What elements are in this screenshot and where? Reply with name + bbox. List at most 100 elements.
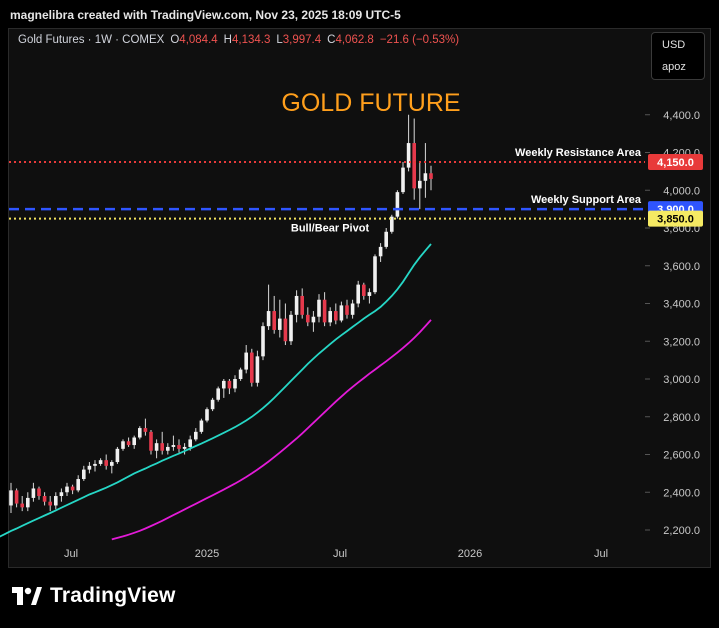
- candle-body: [429, 173, 433, 179]
- candle-body: [171, 445, 176, 447]
- x-tick-label: 2025: [195, 548, 219, 560]
- candle-body: [115, 448, 120, 463]
- y-tick-label: 2,600.0: [663, 450, 700, 462]
- candle-body: [362, 284, 366, 296]
- candle-body: [188, 439, 192, 447]
- candle-body: [143, 428, 148, 432]
- candle-body: [345, 305, 349, 315]
- x-tick-label: Jul: [594, 548, 608, 560]
- candle-body: [26, 497, 30, 508]
- candles-group: [9, 114, 433, 514]
- candle-body: [216, 388, 220, 400]
- candle-body: [76, 479, 80, 491]
- symbol-legend[interactable]: Gold Futures · 1W · COMEX O4,084.4 H4,134.…: [18, 34, 459, 46]
- candle-body: [222, 380, 226, 389]
- symbol-label: Gold Futures · 1W · COMEX: [18, 34, 165, 46]
- level-price-label: 3,850.0: [657, 214, 694, 226]
- close-label: C: [327, 34, 336, 46]
- candle-body: [65, 486, 69, 493]
- candle-body: [367, 292, 372, 296]
- level-price-tag: [648, 210, 703, 227]
- candle-body: [37, 488, 41, 497]
- y-tick-label: 4,000.0: [663, 185, 700, 197]
- candle-body: [306, 314, 310, 323]
- candle-body: [182, 446, 187, 449]
- candle-body: [238, 369, 243, 379]
- candle-body: [149, 431, 153, 451]
- candle-body: [138, 428, 142, 438]
- candle-body: [317, 299, 321, 317]
- low-label: L: [276, 34, 283, 46]
- candle-body: [322, 299, 327, 323]
- candle-body: [401, 167, 405, 193]
- candle-body: [233, 379, 237, 389]
- candle-body: [42, 496, 47, 502]
- y-tick-label: 3,600.0: [663, 261, 700, 273]
- candle-body: [412, 143, 416, 189]
- candle-body: [406, 143, 411, 168]
- candle-body: [423, 173, 428, 181]
- candle-body: [210, 399, 215, 410]
- levels-group: Weekly Resistance Area 4,150.0 Weekly Supp…: [9, 147, 703, 235]
- level-label: Weekly Support Area: [531, 194, 642, 206]
- y-tick-label: 4,400.0: [663, 110, 700, 122]
- candle-body: [356, 284, 360, 304]
- candle-body: [283, 318, 288, 342]
- currency-unit-button[interactable]: USD apoz: [651, 32, 705, 80]
- candle-body: [390, 216, 394, 232]
- chart-title: GOLD FUTURE: [281, 89, 460, 117]
- candle-body: [339, 305, 344, 321]
- candle-body: [70, 486, 75, 491]
- candle-body: [272, 311, 276, 330]
- candle-body: [93, 463, 97, 466]
- candle-body: [20, 503, 24, 508]
- candle-body: [154, 443, 159, 451]
- level-price-tag: [648, 153, 703, 170]
- candle-body: [311, 316, 316, 323]
- candle-body: [227, 380, 232, 389]
- candle-body: [59, 492, 64, 497]
- candle-body: [328, 311, 332, 323]
- high-label: H: [223, 34, 232, 46]
- candle-body: [289, 314, 293, 342]
- x-tick-label: Jul: [333, 548, 347, 560]
- candle-body: [378, 246, 383, 257]
- candle-body: [266, 311, 271, 327]
- candle-body: [384, 231, 388, 247]
- open-label: O: [170, 34, 180, 46]
- candle-body: [395, 192, 400, 217]
- candle-body: [14, 490, 19, 504]
- candle-body: [166, 446, 170, 451]
- candle-body: [418, 180, 422, 189]
- candle-body: [244, 352, 248, 370]
- y-tick-label: 3,400.0: [663, 299, 700, 311]
- unit-mode-label: apoz: [662, 61, 686, 73]
- low-value: 3,997.4: [282, 34, 322, 46]
- tradingview-brand: TradingView: [50, 584, 176, 607]
- candle-body: [373, 256, 377, 293]
- x-tick-label: 2026: [458, 548, 482, 560]
- candle-body: [205, 409, 209, 421]
- level-label: Bull/Bear Pivot: [291, 223, 370, 235]
- high-value: 4,134.3: [231, 34, 271, 46]
- candle-body: [9, 490, 13, 506]
- candle-body: [261, 326, 265, 357]
- x-tick-label: Jul: [64, 548, 78, 560]
- y-tick-label: 2,800.0: [663, 412, 700, 424]
- currency-label: USD: [662, 39, 686, 51]
- candle-body: [250, 352, 254, 383]
- candle-body: [126, 441, 131, 446]
- open-value: 4,084.4: [179, 34, 218, 46]
- candle-body: [48, 501, 52, 506]
- candle-body: [278, 318, 282, 330]
- tradingview-logo[interactable]: TradingView: [12, 584, 176, 608]
- candle-body: [199, 420, 204, 432]
- candle-body: [132, 437, 136, 446]
- y-tick-label: 2,200.0: [663, 525, 700, 537]
- candle-body: [177, 445, 181, 449]
- change-value: −21.6 (−0.53%): [379, 34, 460, 46]
- candle-body: [121, 441, 125, 449]
- candle-body: [160, 443, 164, 451]
- candle-body: [110, 462, 114, 466]
